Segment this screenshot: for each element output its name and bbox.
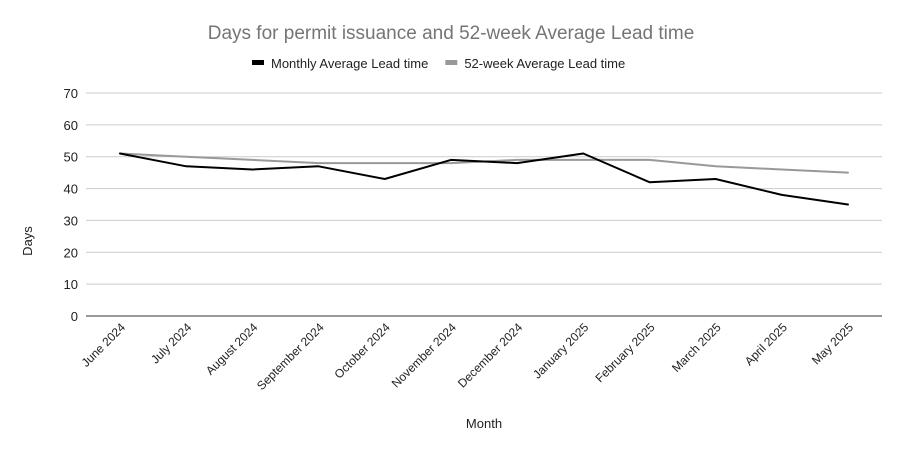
- y-tick-label: 20: [64, 245, 78, 260]
- x-tick-label: February 2025: [592, 320, 657, 385]
- x-tick-label: August 2024: [203, 320, 261, 378]
- x-tick-label: April 2025: [742, 320, 790, 368]
- legend: Monthly Average Lead time 52-week Average…: [252, 56, 625, 71]
- y-tick-label: 60: [64, 118, 78, 133]
- y-tick-label: 50: [64, 150, 78, 165]
- x-tick-label: March 2025: [669, 320, 724, 375]
- y-tick-label: 10: [64, 277, 78, 292]
- y-tick-label: 30: [64, 213, 78, 228]
- chart-title: Days for permit issuance and 52-week Ave…: [208, 23, 695, 44]
- x-axis-title: Month: [466, 416, 502, 431]
- legend-item: Monthly Average Lead time: [252, 56, 428, 71]
- x-tick-label: July 2024: [148, 320, 194, 366]
- x-tick-label: December 2024: [455, 320, 526, 391]
- legend-label: 52-week Average Lead time: [464, 56, 625, 71]
- legend-swatch: [445, 60, 458, 65]
- y-axis-title: Days: [20, 226, 35, 256]
- y-tick-label: 70: [64, 86, 78, 101]
- legend-label: Monthly Average Lead time: [271, 56, 428, 71]
- legend-item: 52-week Average Lead time: [445, 56, 625, 71]
- x-tick-label: May 2025: [809, 320, 856, 367]
- x-tick-label: June 2024: [79, 320, 129, 370]
- series-lines: [119, 152, 849, 206]
- y-axis-ticks: 0 10 20 30 40 50 60 70: [64, 86, 78, 324]
- x-tick-label: October 2024: [332, 320, 394, 382]
- series-line-0: [119, 152, 849, 206]
- x-tick-label: January 2025: [530, 320, 592, 382]
- x-tick-label: November 2024: [389, 320, 460, 391]
- x-tick-label: September 2024: [254, 320, 327, 393]
- y-tick-label: 0: [71, 309, 78, 324]
- legend-swatch: [252, 60, 264, 65]
- gridlines: [86, 92, 882, 317]
- y-tick-label: 40: [64, 182, 78, 197]
